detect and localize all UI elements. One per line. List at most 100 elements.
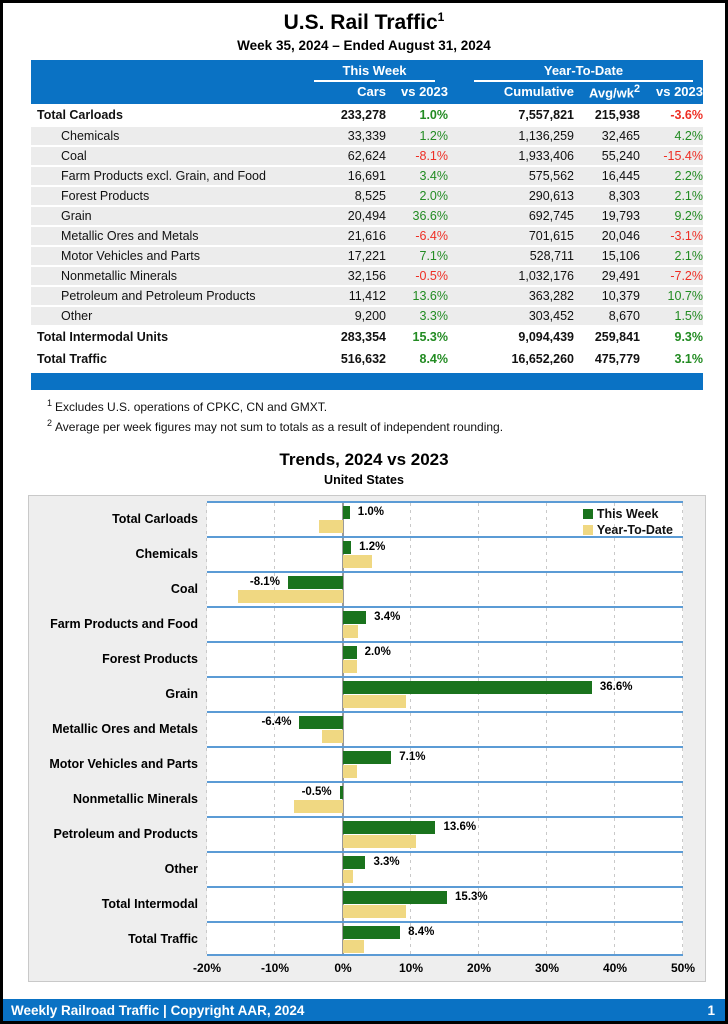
- commodity-label: Other: [31, 306, 301, 327]
- footnote-1: 1 Excludes U.S. operations of CPKC, CN an…: [47, 398, 725, 414]
- gridline: [206, 783, 207, 816]
- chart-category-label: Nonmetallic Minerals: [72, 791, 198, 806]
- avg-week-value: 29,491: [574, 266, 640, 287]
- vs-week-value: 15.3%: [386, 326, 448, 349]
- chart-category-row: Motor Vehicles and Parts 7.1%: [29, 746, 705, 781]
- bar-this-week: [343, 611, 367, 624]
- gridline: [682, 888, 683, 921]
- cumulative-value: 692,745: [464, 206, 574, 227]
- bar-year-to-date: [343, 555, 372, 568]
- gridline: [546, 713, 547, 746]
- group-underline: [314, 80, 435, 82]
- gridline: [682, 783, 683, 816]
- zero-gridline: [341, 608, 344, 641]
- gridline: [206, 853, 207, 886]
- bar-year-to-date: [343, 660, 358, 673]
- gridline: [273, 573, 275, 606]
- cumulative-value: 363,282: [464, 286, 574, 307]
- col-avgwk-text: Avg/wk: [588, 85, 634, 101]
- legend-swatch-tan: [582, 525, 593, 535]
- bar-year-to-date: [343, 905, 407, 918]
- footer-text: Weekly Railroad Traffic | Copyright AAR,…: [11, 1002, 305, 1018]
- gridline: [546, 783, 547, 816]
- vs-ytd-value: 2.1%: [640, 186, 703, 207]
- footnote-2: 2 Average per week figures may not sum to…: [47, 418, 725, 434]
- bar-value-label: 15.3%: [455, 891, 488, 903]
- commodity-label: Forest Products: [31, 186, 301, 207]
- gridline: [614, 713, 615, 746]
- bar-this-week: [343, 646, 357, 659]
- gridline: [273, 608, 275, 641]
- gridline: [477, 923, 479, 954]
- commodity-label: Motor Vehicles and Parts: [31, 246, 301, 267]
- legend-label-this-week: This Week: [596, 507, 659, 521]
- footnote-2-marker: 2: [47, 418, 53, 428]
- chart-x-axis: -20% -10% 0% 10% 20% 30% 40% 50%: [29, 956, 705, 978]
- chart-category-row: Coal -8.1%: [29, 571, 705, 606]
- gridline: [682, 678, 683, 711]
- chart-category-label: Chemicals: [135, 546, 198, 561]
- cars-value: 516,632: [301, 348, 386, 371]
- chart-category-row: Total Traffic 8.4%: [29, 921, 705, 956]
- commodity-label: Farm Products excl. Grain, and Food: [31, 166, 301, 187]
- commodity-label: Petroleum and Petroleum Products: [31, 286, 301, 307]
- gridline: [477, 573, 479, 606]
- cumulative-value: 528,711: [464, 246, 574, 267]
- avg-week-value: 8,303: [574, 186, 640, 207]
- bar-this-week: [343, 891, 448, 904]
- zero-gridline: [341, 888, 344, 921]
- chart-category-row: Total Carloads 1.0%: [29, 501, 705, 536]
- bar-value-label: -0.5%: [301, 786, 332, 798]
- vs-ytd-value: -7.2%: [640, 266, 703, 287]
- chart-plot-cell: 8.4%: [206, 921, 683, 956]
- commodity-label: Total Intermodal Units: [31, 326, 301, 349]
- bar-value-label: -8.1%: [249, 576, 280, 588]
- cars-value: 233,278: [301, 104, 386, 127]
- gridline: [206, 888, 207, 921]
- chart-plot-cell: 13.6%: [206, 816, 683, 851]
- vs-week-value: 3.3%: [386, 306, 448, 327]
- gridline: [614, 818, 615, 851]
- gridline: [614, 748, 615, 781]
- gridline: [273, 923, 275, 954]
- bar-year-to-date: [343, 870, 354, 883]
- gridline: [477, 783, 479, 816]
- table-row: Coal 62,624 -8.1% 1,933,406 55,240 -15.4…: [31, 146, 703, 167]
- vs-ytd-value: 2.2%: [640, 166, 703, 187]
- bar-value-label: 13.6%: [443, 821, 477, 833]
- gridline: [273, 678, 275, 711]
- gridline: [682, 608, 683, 641]
- gridline: [410, 608, 411, 641]
- avg-week-value: 19,793: [574, 206, 640, 227]
- table-bottom-bar: [31, 373, 703, 390]
- chart-plot-cell: 3.4%: [206, 606, 683, 641]
- vs-week-value: 7.1%: [386, 246, 448, 267]
- table-row: Total Traffic 516,632 8.4% 16,652,260 47…: [31, 348, 703, 371]
- zero-gridline: [341, 678, 344, 711]
- gridline: [477, 643, 479, 676]
- bar-this-week: [339, 786, 343, 799]
- column-spacer: [448, 326, 464, 349]
- vs-ytd-value: 10.7%: [640, 286, 703, 307]
- legend-swatch-green: [582, 509, 593, 519]
- gridline: [546, 748, 547, 781]
- column-spacer: [448, 306, 464, 327]
- vs-week-value: 36.6%: [386, 206, 448, 227]
- chart-category-label: Total Intermodal: [101, 896, 198, 911]
- chart-category-label: Farm Products and Food: [50, 616, 198, 631]
- vs-week-value: 8.4%: [386, 348, 448, 371]
- cumulative-value: 575,562: [464, 166, 574, 187]
- legend-label-ytd: Year-To-Date: [596, 523, 673, 537]
- column-spacer: [448, 226, 464, 247]
- cumulative-value: 701,615: [464, 226, 574, 247]
- chart-category-row: Chemicals 1.2%: [29, 536, 705, 571]
- cars-value: 62,624: [301, 146, 386, 167]
- zero-gridline: [341, 643, 344, 676]
- avg-week-value: 10,379: [574, 286, 640, 307]
- vs-ytd-value: -15.4%: [640, 146, 703, 167]
- vs-ytd-value: 1.5%: [640, 306, 703, 327]
- chart-plot-cell: 36.6%: [206, 676, 683, 711]
- vs-week-value: 1.0%: [386, 104, 448, 127]
- chart-plot-cell: 1.2%: [206, 536, 683, 571]
